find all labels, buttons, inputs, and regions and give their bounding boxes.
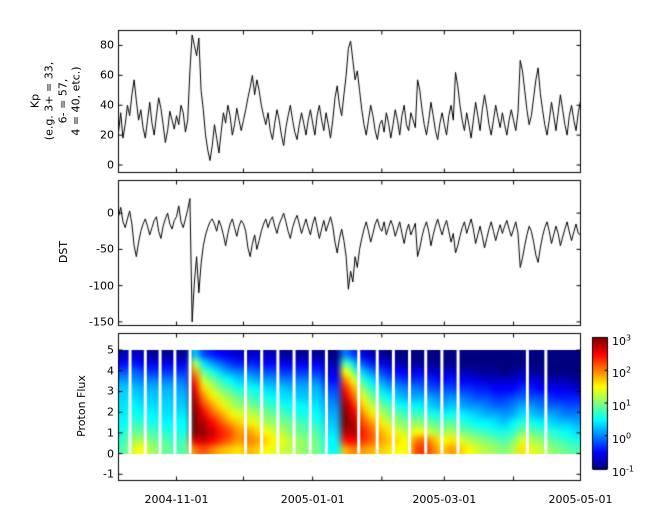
colorbar-tick-label: 103	[612, 331, 632, 348]
proton-flux-ytick-label: 4	[107, 364, 114, 378]
colorbar-tick-base: 10	[612, 400, 626, 414]
proton-flux-ytick-label: 5	[107, 343, 114, 357]
colorbar-tick-label: 100	[612, 429, 632, 446]
date-tick-label: 2005-03-01	[412, 493, 477, 506]
colorbar-tick-label: 10-1	[612, 462, 634, 479]
kp-ytick-label: 60	[100, 68, 114, 82]
colorbar-tick-label: 102	[612, 364, 632, 381]
proton-flux-ytick-label: 0	[107, 447, 114, 461]
proton-flux-ytick-label: 1	[107, 426, 114, 440]
dst-ytick-label: -100	[89, 279, 114, 293]
proton-flux-ytick-label: -1	[103, 467, 114, 481]
kp-ytick-label: 0	[107, 158, 114, 172]
kp-ytick-label: 80	[100, 38, 114, 52]
colorbar-tick-exponent: 0	[626, 431, 632, 441]
colorbar-tick-base: 10	[612, 432, 626, 446]
colorbar-tick-exponent: 1	[626, 398, 632, 408]
colorbar-tick-label: 101	[612, 397, 632, 414]
dst-ytick-label: -50	[96, 242, 114, 256]
proton-flux-ytick-label: 3	[107, 384, 114, 398]
date-tick-label: 2005-05-01	[548, 493, 613, 506]
dst-ytick-label: -150	[89, 315, 114, 329]
kp-ytick-label: 20	[100, 128, 114, 142]
colorbar-tick-base: 10	[612, 367, 626, 381]
colorbar-tick-base: 10	[612, 334, 626, 348]
dst-ytick-label: 0	[107, 206, 114, 220]
colorbar-tick-exponent: -1	[626, 464, 634, 473]
kp-ytick-label: 40	[100, 98, 114, 112]
proton-flux-ytick-label: 2	[107, 405, 114, 419]
date-tick-label: 2004-11-01	[144, 493, 209, 506]
colorbar-tick-exponent: 3	[626, 333, 632, 342]
date-tick-label: 2005-01-01	[280, 493, 345, 506]
colorbar-tick-base: 10	[612, 465, 626, 479]
colorbar-tick-exponent: 2	[626, 365, 632, 375]
